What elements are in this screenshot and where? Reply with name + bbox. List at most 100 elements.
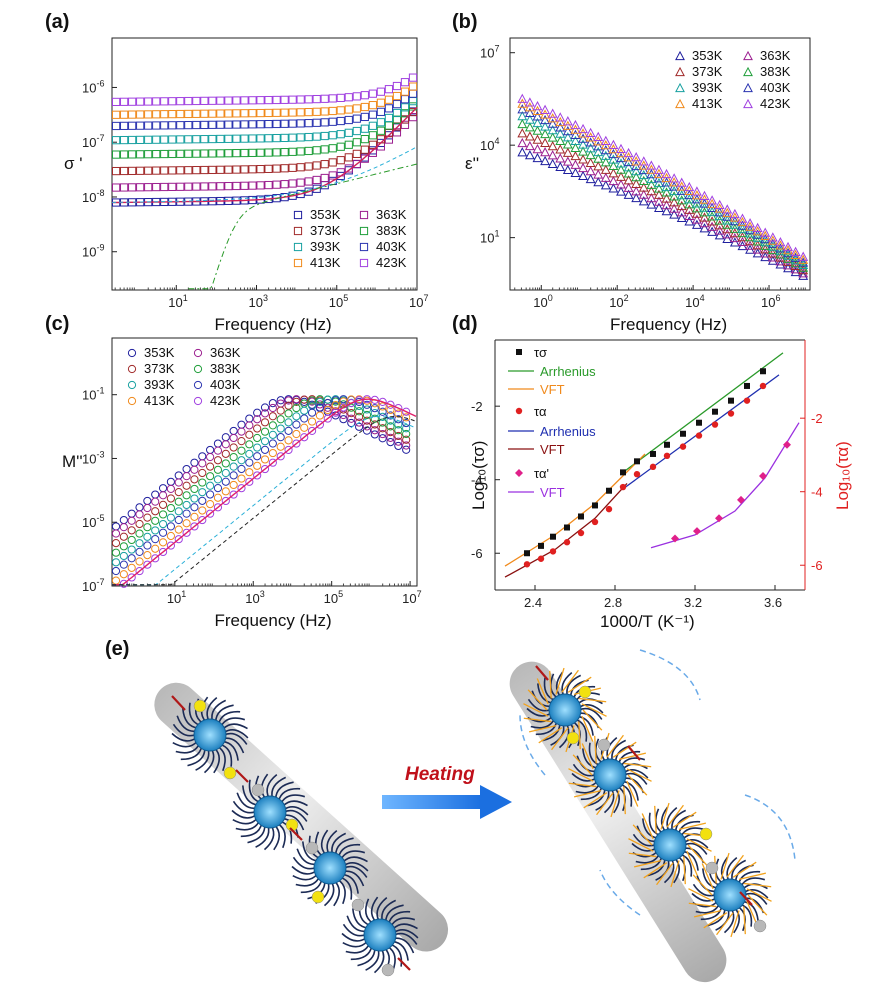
data-point xyxy=(160,121,169,130)
data-point xyxy=(729,237,740,247)
chart-d: 2.4 2.8 3.2 3.6 -6 -4 -2 -6 -4 -2 1000/T (K⁻¹) Log₁… xyxy=(469,339,852,631)
data-point xyxy=(248,96,257,105)
data-point xyxy=(200,135,209,144)
data-point xyxy=(646,173,657,184)
data-point xyxy=(136,110,145,119)
data-point xyxy=(229,433,238,443)
data-point xyxy=(360,135,369,144)
y-tick-exponent: -7 xyxy=(96,577,104,587)
data-point xyxy=(256,134,265,143)
data-point xyxy=(135,539,144,548)
migration-arrow xyxy=(289,827,303,841)
legend-marker xyxy=(675,50,685,61)
data-point xyxy=(783,244,793,255)
ion-gray xyxy=(351,898,365,912)
tau-alpha-point xyxy=(695,432,703,439)
y2-tick-label: -2 xyxy=(811,411,823,426)
data-point xyxy=(517,98,528,108)
chart-c: 101 103 105 107 10-7 10-5 10-3 10-1 Frequency (H… xyxy=(62,337,422,630)
data-point xyxy=(192,120,201,130)
data-point xyxy=(288,163,297,172)
data-point xyxy=(767,241,778,251)
ligand-chain-orange xyxy=(628,852,657,858)
data-point xyxy=(237,474,246,483)
data-point xyxy=(362,426,372,435)
data-point xyxy=(200,96,209,105)
tau-sigma-point xyxy=(592,502,598,509)
y-axis-label: σ ' xyxy=(64,154,82,173)
data-point xyxy=(347,403,356,412)
data-point xyxy=(517,110,528,121)
data-point xyxy=(213,446,223,455)
data-point xyxy=(352,126,361,136)
data-point xyxy=(307,408,317,417)
data-point xyxy=(562,139,573,149)
data-point xyxy=(292,403,301,413)
data-point xyxy=(654,177,664,188)
migration-arrow xyxy=(739,891,753,906)
ligand-chain xyxy=(365,948,380,971)
data-point xyxy=(631,186,642,196)
data-point xyxy=(707,211,718,221)
ligand-chain xyxy=(273,824,280,851)
data-point xyxy=(256,120,265,129)
legend-label: 403K xyxy=(210,377,241,392)
y2-axis-label: Log₁₀(τα) xyxy=(833,441,852,510)
data-point xyxy=(760,230,771,241)
data-point xyxy=(182,464,191,474)
data-point xyxy=(331,396,340,405)
data-point xyxy=(336,156,345,165)
data-point xyxy=(264,180,273,190)
data-point xyxy=(151,526,160,535)
data-point xyxy=(570,119,581,130)
data-point xyxy=(790,258,801,268)
data-point xyxy=(213,503,223,512)
data-point xyxy=(402,424,411,433)
data-point xyxy=(783,247,793,258)
data-point xyxy=(276,424,285,433)
legend-marker xyxy=(127,380,137,390)
tau-sigma-point xyxy=(634,458,640,465)
data-point xyxy=(208,165,217,175)
data-point xyxy=(654,189,664,199)
data-point xyxy=(166,494,175,503)
data-point xyxy=(532,100,543,111)
data-point xyxy=(229,490,238,499)
legend-marker xyxy=(193,348,203,358)
data-point xyxy=(300,406,309,415)
data-point xyxy=(119,532,128,541)
data-point xyxy=(562,116,573,126)
x-tick-exponent: 0 xyxy=(548,293,553,303)
data-point xyxy=(128,110,137,119)
data-point xyxy=(280,148,289,157)
data-point xyxy=(323,403,332,412)
data-point xyxy=(798,259,809,269)
tau-alpha-point xyxy=(523,561,531,568)
ligand-chain xyxy=(390,943,403,967)
data-point xyxy=(394,431,403,441)
data-point xyxy=(378,397,387,407)
data-point xyxy=(190,503,199,512)
data-point xyxy=(111,522,121,531)
tau-sigma-point xyxy=(550,533,556,540)
data-point xyxy=(347,418,356,428)
data-point xyxy=(684,216,695,226)
data-point xyxy=(166,531,175,541)
ligand-chain-orange xyxy=(626,768,652,782)
data-point xyxy=(144,183,153,192)
data-point xyxy=(296,133,305,142)
ligand-chain-orange xyxy=(581,743,594,770)
data-point xyxy=(684,181,695,192)
legend-marker xyxy=(743,66,753,77)
ligand-chain-orange xyxy=(720,852,730,880)
fit-line-red xyxy=(112,398,417,586)
ligand-chain-orange xyxy=(581,703,607,717)
data-point xyxy=(328,106,337,116)
data-point xyxy=(745,240,755,250)
tau-sigma-point xyxy=(650,450,656,457)
ligand-chain-orange xyxy=(641,813,654,840)
tau-sigma-point xyxy=(712,408,718,415)
data-point xyxy=(176,121,185,130)
data-point xyxy=(775,252,786,262)
data-point xyxy=(276,452,285,461)
